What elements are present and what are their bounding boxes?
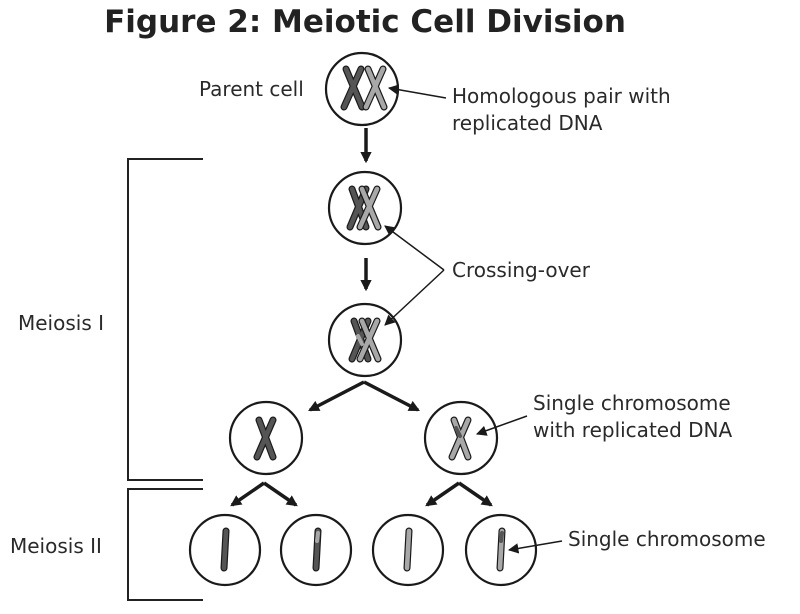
crossed-over-cell	[327, 302, 403, 378]
meiosis-1-daughter-right	[423, 400, 499, 476]
single-chromosome-pointer	[507, 540, 563, 554]
split-arrow-right	[363, 380, 420, 412]
split-arrow-2-left-b	[263, 481, 298, 507]
homologous-pointer	[387, 84, 447, 99]
meiosis-2-bracket	[127, 488, 203, 601]
synapsis-cell	[327, 170, 403, 246]
meiosis-1-label: Meiosis I	[18, 311, 104, 335]
homologous-label-line2: replicated DNA	[452, 111, 603, 135]
split-arrow-2-right-b	[458, 481, 493, 507]
gamete-cell-1	[188, 513, 262, 587]
light-chromosome-pair-icon	[362, 65, 388, 111]
meiosis-2-label: Meiosis II	[10, 534, 102, 558]
single-chromosome-label: Single chromosome	[568, 527, 766, 551]
single-replicated-label-line2: with replicated DNA	[533, 418, 732, 442]
gamete-cell-2	[279, 513, 353, 587]
crossing-over-label: Crossing-over	[452, 258, 591, 282]
dark-chromosome-pair-icon	[340, 65, 366, 111]
gamete-cell-4	[464, 513, 538, 587]
parent-cell	[324, 51, 400, 127]
crossing-over-pointer-bottom	[384, 269, 445, 326]
homologous-label-line1: Homologous pair with	[452, 84, 671, 108]
split-arrow-2-right-a	[425, 481, 460, 507]
single-replicated-label-line1: Single chromosome	[533, 391, 731, 415]
split-arrow-left	[308, 380, 365, 412]
split-arrow-2-left-a	[230, 481, 265, 507]
gamete-cell-3	[371, 513, 445, 587]
figure-title: Figure 2: Meiotic Cell Division	[104, 4, 626, 40]
single-replicated-pointer	[476, 415, 528, 436]
parent-cell-label: Parent cell	[199, 77, 304, 101]
crossing-over-pointer-top	[384, 225, 445, 271]
meiosis-1-bracket	[127, 158, 203, 481]
meiosis-1-daughter-left	[228, 400, 304, 476]
